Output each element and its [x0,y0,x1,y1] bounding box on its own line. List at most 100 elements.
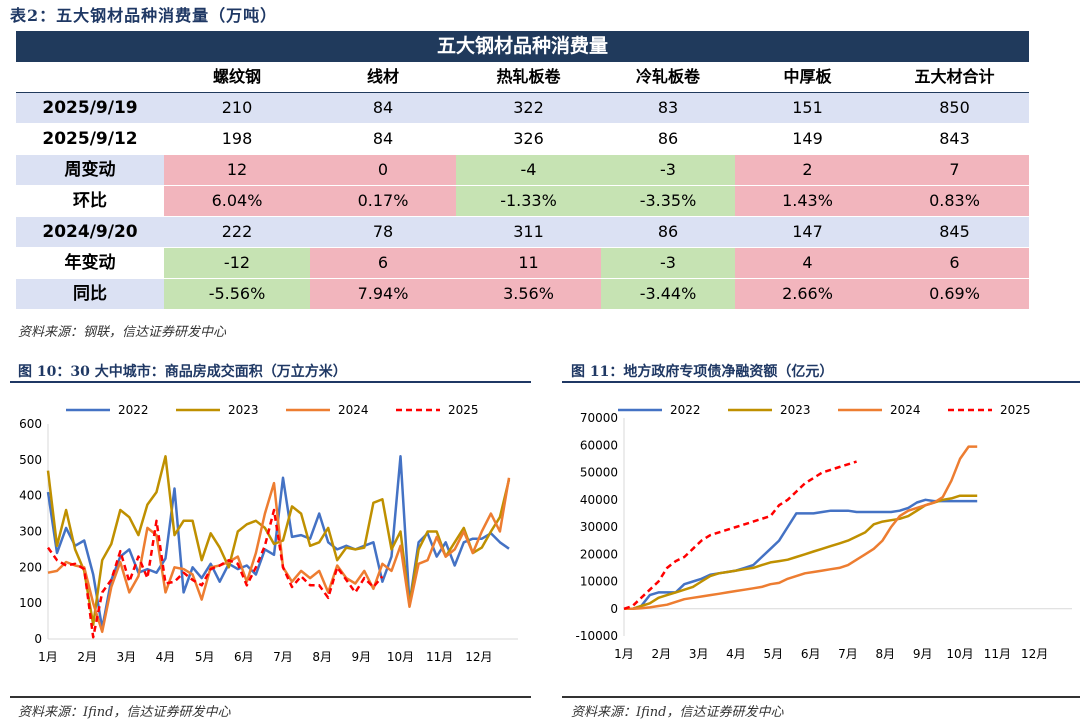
y-tick-label: 500 [19,453,42,467]
x-tick-label: 4月 [156,650,176,664]
x-tick-label: 10月 [946,647,973,661]
fig10-source-note: 资料来源：Ifind，信达证券研发中心 [18,705,231,720]
header-cell: 冷轧板卷 [635,67,700,86]
fig11-source-note: 资料来源：Ifind，信达证券研发中心 [571,705,784,720]
table-cell: 222 [164,217,310,247]
x-tick-label: 11月 [984,647,1011,661]
table-row: 环比 6.04% 0.17% -1.33% -3.35% 1.43% 0.83% [16,186,1029,217]
table-row: 2025/9/12 198 84 326 86 149 843 [16,124,1029,155]
x-tick-label: 7月 [838,647,858,661]
table-cell: 78 [310,217,456,247]
x-tick-label: 12月 [1021,647,1048,661]
table-cell: 12 [164,155,310,185]
table-cell: 11 [456,248,601,278]
x-tick-label: 7月 [273,650,293,664]
table-cell: 0.17% [310,186,456,216]
x-tick-label: 8月 [876,647,896,661]
x-tick-label: 12月 [465,650,492,664]
table-cell: 850 [880,93,1029,123]
table-cell: 311 [456,217,601,247]
x-tick-label: 9月 [352,650,372,664]
fig10-title: 图 10：30 大中城市：商品房成交面积（万立方米） [18,364,347,380]
fig11-title-rule [562,381,1080,383]
fig10-title-rule [10,381,531,383]
series-2023-line [46,455,511,626]
fig11-title: 图 11：地方政府专项债净融资额（亿元） [571,364,834,380]
table-cell: 84 [310,124,456,154]
table-cell: -3 [601,248,735,278]
table-cell: 2.66% [735,279,880,309]
series-2023-line [624,494,978,611]
table-cell: 0.83% [880,186,1029,216]
table-cell: 6 [880,248,1029,278]
y-tick-label: 100 [19,596,42,610]
table-cell: 7 [880,155,1029,185]
x-tick-label: 10月 [387,650,414,664]
x-tick-label: 6月 [801,647,821,661]
fig11-foot-rule [562,696,1080,698]
table-row: 同比 -5.56% 7.94% 3.56% -3.44% 2.66% 0.69% [16,279,1029,310]
y-tick-label: 60000 [580,438,618,452]
table-cell: 147 [735,217,880,247]
y-tick-label: 10000 [580,575,618,589]
table-cell: 149 [735,124,880,154]
header-cell: 热轧板卷 [496,67,561,86]
table-cell: 86 [601,124,735,154]
row-label: 2025/9/19 [16,93,164,123]
table-title: 表2：五大钢材品种消费量（万吨） [10,6,278,25]
table-cell: 0.69% [880,279,1029,309]
legend-2022-label: 2022 [670,403,701,417]
table-source-note: 资料来源：钢联，信达证券研发中心 [18,325,227,340]
table-cell: 83 [601,93,735,123]
table-cell: -3 [601,155,735,185]
legend-2024-label: 2024 [338,403,369,417]
table-cell: 843 [880,124,1029,154]
row-label: 2024/9/20 [16,217,164,247]
legend-2022-label: 2022 [118,403,149,417]
table-row: 年变动 -12 6 11 -3 4 6 [16,248,1029,279]
y-tick-label: 300 [19,525,42,539]
row-label: 2025/9/12 [16,124,164,154]
legend-2023-label: 2023 [780,403,811,417]
header-cell: 螺纹钢 [212,67,261,86]
table-cell: -1.33% [456,186,601,216]
y-tick-label: 600 [19,417,42,431]
table-cell: 210 [164,93,310,123]
x-tick-label: 8月 [312,650,332,664]
fig10-foot-rule [10,696,531,698]
row-label: 年变动 [16,248,164,278]
table-cell: 1.43% [735,186,880,216]
row-label: 环比 [16,186,164,216]
series-2024-line [624,445,978,611]
table-cell: 198 [164,124,310,154]
table-cell: 151 [735,93,880,123]
header-cell: 五大材合计 [914,67,995,86]
table-header-row: 螺纹钢 线材 热轧板卷 冷轧板卷 中厚板 五大材合计 [16,62,1029,93]
x-tick-label: 2月 [652,647,672,661]
table-cell: 6.04% [164,186,310,216]
table-cell: -3.35% [601,186,735,216]
y-tick-label: -10000 [575,629,618,643]
series-2024-line [47,477,511,634]
table-row: 2024/9/20 222 78 311 86 147 845 [16,217,1029,248]
legend-2025-label: 2025 [448,403,479,417]
x-tick-label: 5月 [195,650,215,664]
y-tick-label: 0 [34,632,42,646]
fig10-chart: 0 100 200 300 400 500 600 1月 2月 3月 4月 5月 6月 7月 8月 9月 10月… [19,403,518,664]
table-cell: -5.56% [164,279,310,309]
table-cell: 322 [456,93,601,123]
table-cell: 7.94% [310,279,456,309]
table-cell: -3.44% [601,279,735,309]
table-cell: 2 [735,155,880,185]
table-cell: -12 [164,248,310,278]
table-body: 2025/9/19 210 84 322 83 151 850 2025/9/12 198 84 3… [16,93,1029,310]
series-2022-line [624,498,978,611]
y-tick-label: 30000 [580,520,618,534]
x-tick-label: 5月 [764,647,784,661]
table-cell: 84 [310,93,456,123]
table-cell: 326 [456,124,601,154]
y-tick-label: 50000 [580,466,618,480]
table-cell: 6 [310,248,456,278]
y-tick-label: 20000 [580,547,618,561]
y-tick-label: 40000 [580,493,618,507]
